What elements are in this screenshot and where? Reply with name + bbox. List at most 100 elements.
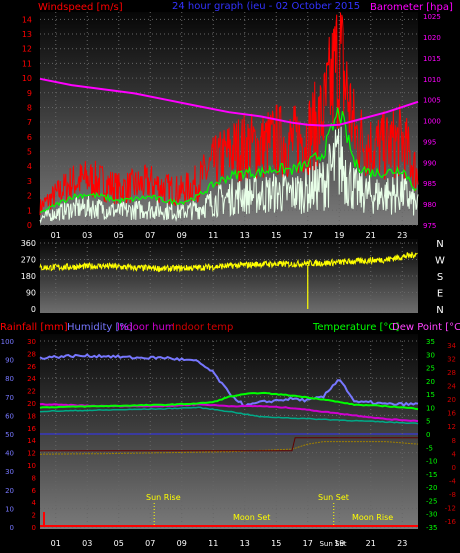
bottom-hour-tick-label: 15 [271, 539, 281, 548]
moonset-label: Moon Set [233, 513, 270, 522]
rain-tick-label: 18 [27, 412, 36, 420]
direction-tick-label: 270 [21, 256, 36, 265]
barometer-axis-label: Barometer [hpa] [370, 2, 453, 13]
hour-tick-label: 15 [271, 231, 281, 240]
temperature-tick-label: 5 [426, 418, 430, 426]
direction-tick-label: 90 [26, 289, 36, 298]
direction-tick-label: 180 [21, 272, 36, 281]
rain-tick-label: 12 [27, 450, 36, 458]
barometer-tick-label: 1020 [423, 34, 441, 42]
grid-lines [40, 12, 418, 528]
rain-tick-label: 16 [27, 425, 36, 433]
barometer-tick-label: 995 [423, 138, 436, 146]
rain-tick-label: 8 [32, 474, 36, 482]
barometer-tick-label: 990 [423, 159, 436, 167]
temperature-tick-label: -15 [426, 471, 437, 479]
windspeed-axis-label: Windspeed [m/s] [38, 2, 123, 13]
barometer-tick-label: 980 [423, 201, 436, 209]
indoor-temp-tick-label: 24 [447, 383, 456, 391]
windspeed-tick-label: 9 [27, 89, 32, 98]
rain-tick-label: 0 [32, 524, 36, 532]
humidity-legend: Humidity [%] [67, 322, 133, 333]
bottom-hour-tick-label: 11 [208, 539, 218, 548]
indoor-temp-tick-label: 0 [452, 464, 456, 472]
windspeed-tick-label: 12 [22, 45, 32, 54]
hour-tick-label: 05 [114, 231, 124, 240]
humidity-tick-label: 40 [5, 450, 14, 458]
rain-tick-label: 22 [27, 388, 36, 396]
barometer-line [39, 77, 419, 127]
temperature-tick-label: -25 [426, 497, 437, 505]
bottom-hour-tick-label: 07 [145, 539, 155, 548]
rain-tick-label: 14 [27, 437, 36, 445]
humidity-tick-label: 100 [1, 338, 14, 346]
hour-tick-label: 17 [303, 231, 313, 240]
bottom-hour-tick-label: 13 [240, 539, 250, 548]
windspeed-tick-label: 3 [27, 177, 32, 186]
barometer-tick-label: 985 [423, 180, 436, 188]
humidity-tick-label: 80 [5, 375, 14, 383]
windspeed-tick-label: 0 [27, 221, 32, 230]
axes-layer: 0123456789101112131497598098599099510001… [1, 13, 457, 548]
temperature-tick-label: -30 [426, 511, 437, 519]
indoor-temp-tick-label: 12 [447, 423, 456, 431]
humidity-tick-label: 70 [5, 394, 14, 402]
barometer-tick-label: 1005 [423, 97, 441, 105]
hour-tick-label: 13 [240, 231, 250, 240]
temperature-legend: Temperature [°C] [312, 322, 399, 333]
indoor-temp-line [40, 441, 419, 455]
hour-tick-label: 23 [397, 231, 407, 240]
sunset-label: Sun Set [318, 493, 349, 502]
temperature-tick-label: -10 [426, 458, 437, 466]
temperature-tick-label: -5 [426, 444, 433, 452]
indoor-temp-tick-label: 16 [447, 410, 456, 418]
compass-label: W [435, 256, 445, 267]
indoor-hum-legend: Indoor hum [117, 322, 175, 333]
hour-tick-label: 19 [334, 231, 344, 240]
barometer-tick-label: 1025 [423, 13, 441, 21]
dewpoint-legend: Dew Point [°C] [392, 322, 460, 333]
windspeed-tick-label: 2 [27, 192, 32, 201]
windspeed-gust-line [39, 12, 419, 216]
rain-tick-label: 10 [27, 462, 36, 470]
windspeed-tick-label: 11 [22, 59, 32, 68]
indoor-temp-tick-label: 32 [447, 356, 456, 364]
windspeed-tick-label: 10 [22, 74, 32, 83]
humidity-tick-label: 10 [5, 505, 14, 513]
windspeed-tick-label: 6 [27, 133, 32, 142]
indoor-temp-tick-label: -16 [445, 518, 457, 526]
indoor-temp-tick-label: 4 [452, 450, 457, 458]
windspeed-tick-label: 13 [22, 30, 32, 39]
chart-title: 24 hour graph (ieu - 02 October 2015 [172, 1, 360, 12]
rain-tick-label: 2 [32, 512, 36, 520]
rain-tick-label: 24 [27, 375, 36, 383]
humidity-tick-label: 30 [5, 468, 14, 476]
bottom-hour-tick-label: 19 [334, 539, 344, 548]
rain-tick-label: 4 [32, 499, 37, 507]
bottom-hour-tick-label: 09 [177, 539, 187, 548]
hour-tick-label: 11 [208, 231, 218, 240]
humidity-tick-label: 50 [5, 431, 14, 439]
indoor-temp-tick-label: -4 [449, 477, 457, 485]
direction-tick-label: 0 [31, 305, 36, 314]
moonrise-label: Moon Rise [352, 513, 393, 522]
temperature-tick-label: 30 [426, 351, 435, 359]
compass-label: S [437, 272, 443, 283]
temperature-tick-label: 20 [426, 378, 435, 386]
sunrise-label: Sun Rise [146, 493, 181, 502]
temperature-tick-label: 10 [426, 404, 435, 412]
windspeed-tick-label: 7 [27, 118, 32, 127]
bottom-hour-tick-label: 23 [397, 539, 407, 548]
temperature-tick-label: 15 [426, 391, 435, 399]
humidity-tick-label: 0 [10, 524, 14, 532]
humidity-tick-label: 90 [5, 357, 14, 365]
bottom-hour-tick-label: 03 [82, 539, 92, 548]
hour-tick-label: 07 [145, 231, 155, 240]
bottom-hour-tick-label: 01 [51, 539, 61, 548]
windspeed-average-line [39, 107, 417, 214]
compass-label: N [436, 305, 443, 316]
rain-tick-label: 28 [27, 350, 36, 358]
humidity-line [39, 353, 419, 408]
temperature-tick-label: 25 [426, 365, 435, 373]
